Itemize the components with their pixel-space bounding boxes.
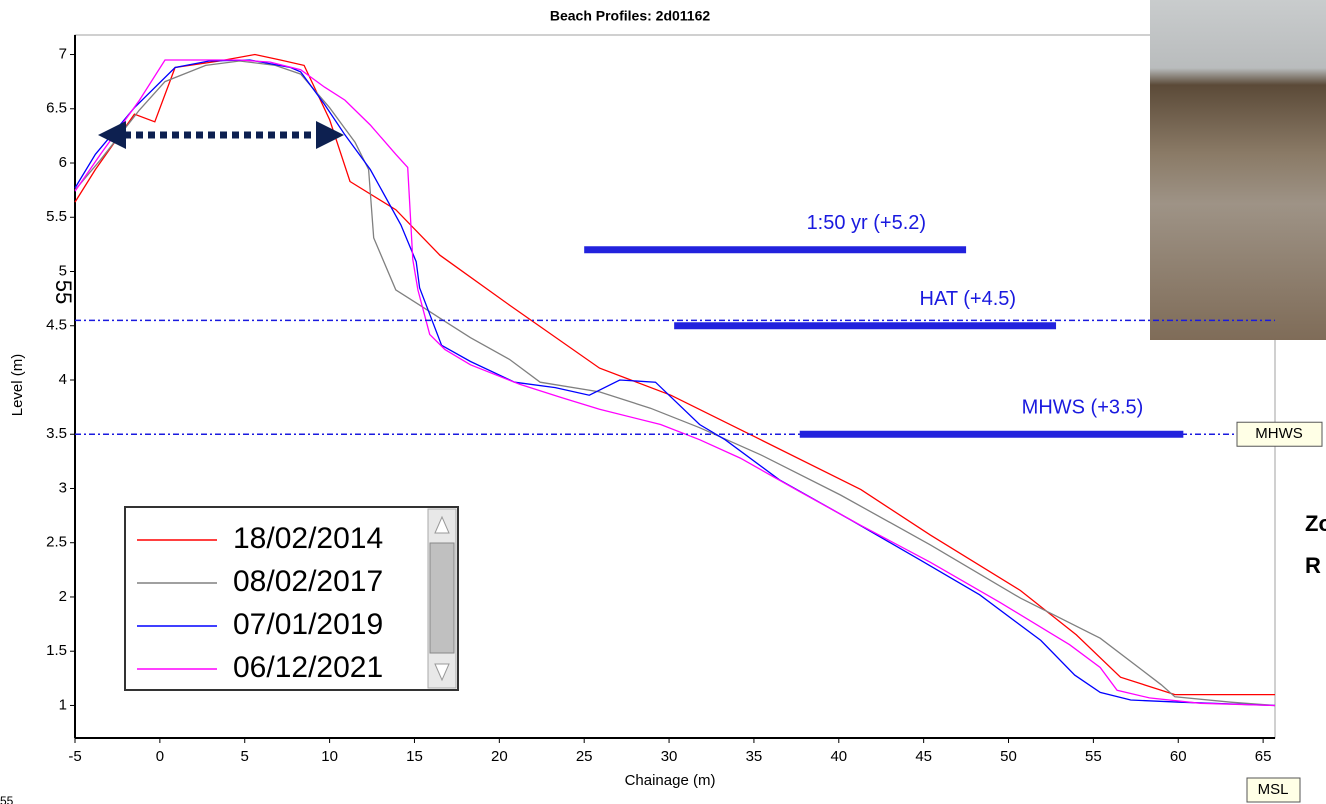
x-tick-label: -5 xyxy=(68,748,81,765)
x-tick-label: 25 xyxy=(576,748,593,765)
y-tick-label: 4 xyxy=(59,371,67,388)
y-tick-label: 3.5 xyxy=(46,425,67,442)
reference-label: MHWS xyxy=(1255,425,1303,442)
beach-photo xyxy=(1150,0,1326,340)
msl-box xyxy=(1246,777,1301,803)
scroll-thumb[interactable] xyxy=(429,542,455,654)
stray-text: 55 xyxy=(0,794,14,804)
x-tick-label: 20 xyxy=(491,748,508,765)
scroll-up[interactable] xyxy=(434,515,450,534)
x-axis-label: Chainage (m) xyxy=(625,772,716,789)
legend: 18/02/2014 08/02/2017 07/01/2019 06/12/2021 xyxy=(124,506,459,691)
reference-label-box xyxy=(1236,421,1323,447)
legend-label: 06/12/2021 xyxy=(233,651,383,684)
y-tick-label: 5.5 xyxy=(46,208,67,225)
x-tick-label: 45 xyxy=(915,748,932,765)
x-tick-label: 15 xyxy=(406,748,423,765)
x-tick-label: 5 xyxy=(241,748,249,765)
stray-text: Zo xyxy=(1305,511,1326,536)
y-tick-label: 6 xyxy=(59,154,67,171)
plot-area xyxy=(74,34,1276,739)
legend-label: 18/02/2014 xyxy=(233,522,383,555)
y-tick-label: 5 xyxy=(59,262,67,279)
x-tick-label: 40 xyxy=(830,748,847,765)
y-axis-label: Level (m) xyxy=(9,354,26,417)
y-tick-label: 1 xyxy=(59,696,67,713)
level-annotation: 1:50 yr (+5.2) xyxy=(807,212,927,234)
y-tick-label: 2 xyxy=(59,588,67,605)
x-tick-label: 10 xyxy=(321,748,338,765)
chart-title: Beach Profiles: 2d01162 xyxy=(550,8,711,24)
stray-text: 55 xyxy=(51,280,76,304)
series-line xyxy=(74,60,1276,707)
x-tick-label: 60 xyxy=(1170,748,1187,765)
level-annotation: MHWS (+3.5) xyxy=(1022,397,1144,419)
x-tick-label: 65 xyxy=(1255,748,1272,765)
legend-label: 08/02/2017 xyxy=(233,565,383,598)
msl-label: MSL xyxy=(1258,781,1289,798)
y-tick-label: 7 xyxy=(59,45,67,62)
scroll-down[interactable] xyxy=(434,663,450,682)
x-tick-label: 0 xyxy=(156,748,164,765)
level-annotation: HAT (+4.5) xyxy=(920,288,1017,310)
y-tick-label: 4.5 xyxy=(46,317,67,334)
y-tick-label: 1.5 xyxy=(46,642,67,659)
y-tick-label: 3 xyxy=(59,479,67,496)
legend-label: 07/01/2019 xyxy=(233,608,383,641)
stray-text: R xyxy=(1305,553,1321,578)
x-tick-label: 30 xyxy=(661,748,678,765)
y-tick-label: 6.5 xyxy=(46,100,67,117)
series-line xyxy=(74,59,1276,707)
y-tick-label: 2.5 xyxy=(46,534,67,551)
legend-box xyxy=(124,506,459,691)
x-tick-label: 55 xyxy=(1085,748,1102,765)
x-tick-label: 50 xyxy=(1000,748,1017,765)
x-tick-label: 35 xyxy=(746,748,763,765)
